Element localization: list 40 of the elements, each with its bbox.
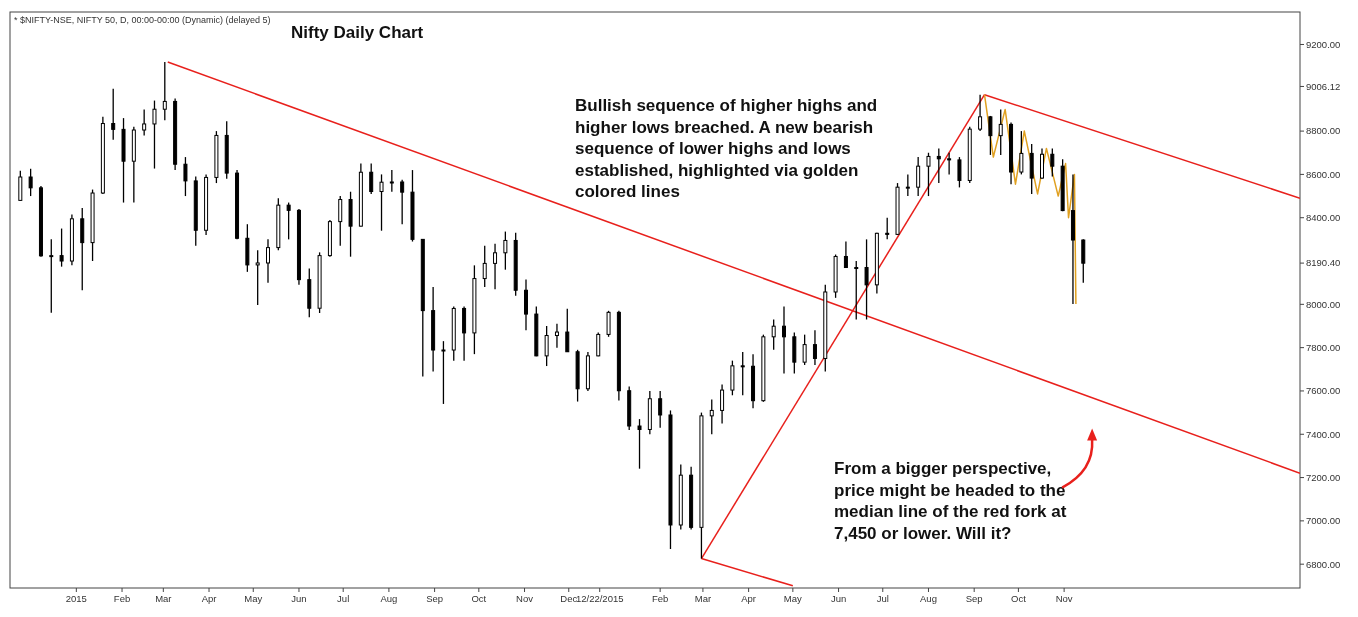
x-tick-label: Aug: [380, 593, 398, 604]
x-tick-label: Jul: [337, 593, 350, 604]
y-tick-label: 7000.00: [1306, 515, 1341, 527]
y-tick-label: 8800.00: [1306, 125, 1341, 137]
x-tick-label: Oct: [1011, 593, 1027, 604]
x-tick-label: Aug: [920, 593, 937, 604]
chart-subtitle: * $NIFTY-NSE, NIFTY 50, D, 00:00-00:00 (Dynamic) (delayed 5): [14, 15, 271, 25]
y-tick-label: 9006.12: [1306, 80, 1341, 92]
y-tick-label: 8600.00: [1306, 168, 1341, 180]
y-tick-label: 6800.00: [1306, 558, 1341, 570]
x-tick-label: May: [783, 593, 803, 604]
x-tick-label: Sep: [426, 593, 444, 604]
x-tick-label: Feb: [113, 593, 131, 604]
y-tick-label: 8000.00: [1306, 298, 1341, 310]
y-tick-label: 8400.00: [1306, 212, 1341, 224]
x-tick-label: 12/22/2015: [575, 593, 624, 604]
x-tick-label: Dec: [560, 593, 578, 604]
annotation: From a bigger perspective, price might be headed to the median line of the red fork at 7,450 or lower. Will it?: [834, 459, 1067, 543]
y-tick-label: 8190.40: [1306, 257, 1341, 269]
y-tick-label: 7600.00: [1306, 385, 1341, 397]
y-tick-label: 7200.00: [1306, 471, 1341, 483]
x-tick-label: May: [244, 593, 263, 604]
y-tick-label: 7800.00: [1306, 341, 1341, 353]
x-tick-label: Jun: [830, 593, 847, 604]
x-tick-label: Mar: [155, 593, 172, 604]
y-tick-label: 7400.00: [1306, 428, 1341, 440]
x-tick-label: Sep: [965, 593, 983, 604]
x-tick-label: Mar: [694, 593, 712, 604]
x-tick-label: Jul: [876, 593, 889, 604]
x-tick-label: Jun: [291, 593, 307, 604]
x-tick-label: Apr: [201, 593, 217, 604]
x-tick-label: Oct: [471, 593, 487, 604]
x-tick-label: Feb: [651, 593, 669, 604]
annotation: Bullish sequence of higher highs and higher lows breached. A new bearish sequence of lower highs and lows established, highlighted via golden colored lines: [575, 96, 878, 201]
x-tick-label: Apr: [741, 593, 757, 604]
text: Nifty Daily Chart: [291, 23, 424, 42]
x-tick-label: 2015: [65, 593, 87, 604]
y-tick-label: 9200.00: [1306, 38, 1341, 50]
x-tick-label: Nov: [1055, 593, 1073, 604]
x-tick-label: Nov: [516, 593, 534, 604]
